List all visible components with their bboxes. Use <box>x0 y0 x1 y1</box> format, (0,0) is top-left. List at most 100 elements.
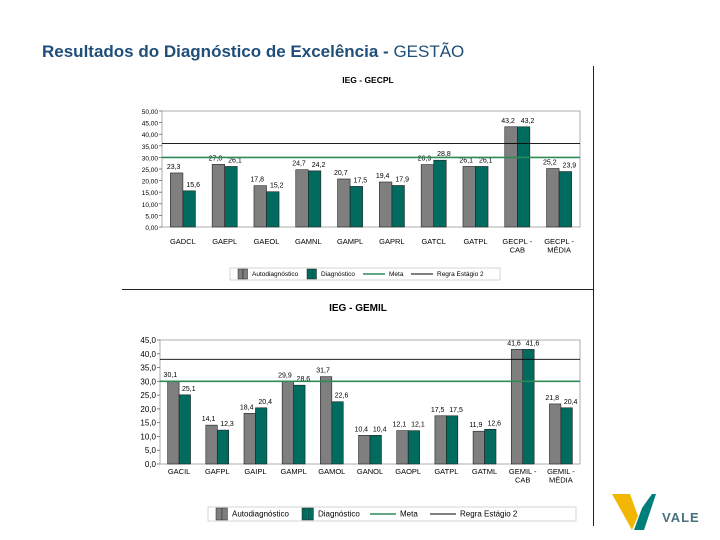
slide-title: Resultados do Diagnóstico de Excelência … <box>42 42 464 62</box>
x-category-label: GAFPL <box>205 467 230 476</box>
data-label: 43,2 <box>501 118 515 125</box>
bar-autodiagnostico <box>358 435 371 465</box>
bar-diagnostico <box>560 407 573 465</box>
slide-title-bold: Resultados do Diagnóstico de Excelência … <box>42 42 389 61</box>
data-label: 17,5 <box>431 407 445 414</box>
x-category-label: GAOPL <box>395 467 421 476</box>
vale-logo-mark-yellow <box>612 494 638 530</box>
legend-label: Diagnóstico <box>318 510 360 519</box>
legend-swatch <box>221 507 228 521</box>
y-tick-label: 5,0 <box>145 446 157 455</box>
bar-autodiagnostico <box>211 164 226 228</box>
vale-logo-text: VALE <box>662 510 700 525</box>
legend-label: Regra Estágio 2 <box>437 271 484 278</box>
chart-gecpl: IEG - GECPL 0,00 5,00 10,00 15,00 20,00 25,00 3… <box>142 75 581 281</box>
data-label: 24,7 <box>292 161 306 168</box>
bar-diagnostico <box>433 159 447 228</box>
data-label: 23,3 <box>167 164 181 171</box>
data-label: 21,8 <box>545 395 559 402</box>
data-label: 28,8 <box>437 151 451 158</box>
chart-title: IEG - GECPL <box>342 75 393 85</box>
bar-diagnostico <box>475 166 489 228</box>
bar-autodiagnostico <box>434 415 447 465</box>
x-category-label: GECPL -MÉDIA <box>544 237 574 255</box>
y-tick-label: 10,0 <box>140 432 156 441</box>
bar-diagnostico <box>178 394 191 465</box>
y-tick-label: 35,00 <box>142 144 159 151</box>
x-category-label: GAMPL <box>281 467 307 476</box>
y-tick-label: 30,00 <box>142 155 159 162</box>
data-label: 28,6 <box>297 376 311 383</box>
y-tick-label: 25,0 <box>140 391 156 400</box>
bar-diagnostico <box>369 435 382 465</box>
bar-diagnostico <box>224 166 238 228</box>
bar-autodiagnostico <box>320 376 333 465</box>
data-label: 12,1 <box>411 422 425 429</box>
legend-label: Autodiagnóstico <box>252 271 299 278</box>
y-tick-label: 15,00 <box>142 190 159 197</box>
data-label: 12,3 <box>220 421 234 428</box>
data-label: 30,1 <box>164 372 178 379</box>
x-category-label: GAMOL <box>318 467 345 476</box>
y-tick-label: 15,0 <box>140 419 156 428</box>
x-category-label: GADCL <box>170 237 196 246</box>
bar-diagnostico <box>349 186 363 228</box>
bar-autodiagnostico <box>243 412 256 465</box>
data-label: 41,6 <box>526 340 540 347</box>
legend-swatch <box>215 507 222 521</box>
x-category-label: GACIL <box>168 467 191 476</box>
legend-label: Autodiagnóstico <box>232 510 289 519</box>
data-label: 43,2 <box>521 118 535 125</box>
x-category-label: GANOL <box>357 467 383 476</box>
data-label: 26,9 <box>418 156 432 163</box>
bar-autodiagnostico <box>472 430 485 465</box>
bar-autodiagnostico <box>420 164 435 228</box>
data-label: 12,1 <box>393 422 407 429</box>
y-tick-label: 0,00 <box>145 225 158 232</box>
vale-logo: VALE <box>612 494 700 530</box>
data-label: 22,6 <box>335 393 349 400</box>
legend-label: Diagnóstico <box>321 271 355 278</box>
data-label: 15,6 <box>186 182 200 189</box>
vale-logo-mark-teal <box>634 494 656 530</box>
bar-autodiagnostico <box>281 381 294 465</box>
y-tick-label: 20,0 <box>140 405 156 414</box>
x-category-label: GATML <box>472 467 497 476</box>
y-tick-label: 20,00 <box>142 179 159 186</box>
x-category-label: GATPL <box>463 237 487 246</box>
y-tick-label: 45,00 <box>142 121 159 128</box>
x-category-label: GATPL <box>434 467 458 476</box>
x-category-label: GECPL -CAB <box>502 237 532 255</box>
x-category-label: GAMPL <box>337 237 363 246</box>
data-label: 17,8 <box>250 177 264 184</box>
y-tick-label: 50,00 <box>142 109 159 116</box>
x-category-label: GEMIL -CAB <box>509 467 537 485</box>
legend-label: Meta <box>389 271 404 278</box>
data-label: 24,2 <box>312 162 326 169</box>
data-label: 27,0 <box>209 155 223 162</box>
data-label: 15,2 <box>270 183 284 190</box>
x-category-label: GAPRL <box>379 237 404 246</box>
data-label: 20,4 <box>564 399 578 406</box>
y-tick-label: 40,0 <box>140 350 156 359</box>
data-label: 10,4 <box>373 426 387 433</box>
bar-diagnostico <box>307 170 322 228</box>
legend-swatch <box>306 268 312 280</box>
horizontal-divider <box>122 289 593 290</box>
y-tick-label: 0,0 <box>145 460 157 469</box>
data-label: 18,4 <box>240 404 254 411</box>
x-category-label: GAMNL <box>295 237 322 246</box>
bar-diagnostico <box>182 190 196 228</box>
bar-diagnostico <box>516 126 531 228</box>
bar-autodiagnostico <box>170 172 184 228</box>
bar-diagnostico <box>391 185 405 228</box>
y-tick-label: 30,0 <box>140 377 156 386</box>
bar-diagnostico <box>266 191 280 228</box>
bar-autodiagnostico <box>396 430 409 465</box>
legend-swatch <box>237 268 243 280</box>
bar-diagnostico <box>522 349 535 465</box>
data-label: 17,5 <box>354 177 368 184</box>
data-label: 20,4 <box>258 399 272 406</box>
vertical-divider <box>593 66 594 526</box>
data-label: 14,1 <box>202 416 216 423</box>
